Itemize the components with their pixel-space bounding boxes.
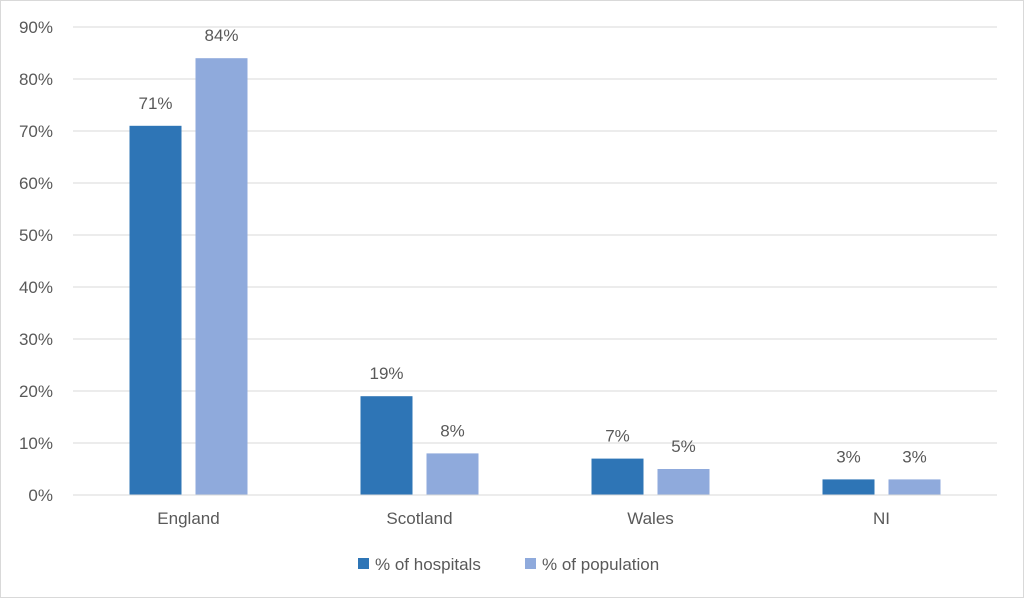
y-tick-label: 90% [19,18,53,37]
x-category-label: Scotland [386,509,452,528]
y-tick-label: 60% [19,174,53,193]
bar-england-series-2 [195,58,248,495]
x-category-label: NI [873,509,890,528]
y-tick-label: 20% [19,382,53,401]
legend-swatch [358,558,369,569]
data-label: 8% [440,421,465,440]
data-label: 71% [138,94,172,113]
x-category-label: England [157,509,219,528]
bar-scotland-series-2 [426,453,479,495]
data-label: 7% [605,427,630,446]
data-label: 3% [836,447,861,466]
data-label: 84% [204,26,238,45]
x-category-label: Wales [627,509,674,528]
y-tick-label: 10% [19,434,53,453]
y-tick-label: 0% [28,486,53,505]
legend-label: % of hospitals [375,555,481,574]
bar-scotland-series-1 [360,396,413,495]
y-tick-label: 80% [19,70,53,89]
x-axis: England Scotland Wales NI [73,494,997,528]
bar-ni-series-2 [888,479,941,495]
legend-swatch [525,558,536,569]
y-tick-label: 40% [19,278,53,297]
bars: 71% 84% 19% 8% 7% 5% 3% 3% [129,26,941,496]
bar-england-series-1 [129,125,182,496]
bar-wales-series-2 [657,469,710,495]
y-tick-label: 50% [19,226,53,245]
bar-wales-series-1 [591,458,644,495]
data-label: 19% [369,364,403,383]
y-axis: 0% 10% 20% 30% 40% 50% 60% 70% 80% 90% [19,18,53,505]
data-label: 5% [671,437,696,456]
legend-label: % of population [542,555,659,574]
y-tick-label: 70% [19,122,53,141]
bar-ni-series-1 [822,479,875,495]
legend: % of hospitals % of population [358,555,659,574]
data-label: 3% [902,447,927,466]
y-tick-label: 30% [19,330,53,349]
